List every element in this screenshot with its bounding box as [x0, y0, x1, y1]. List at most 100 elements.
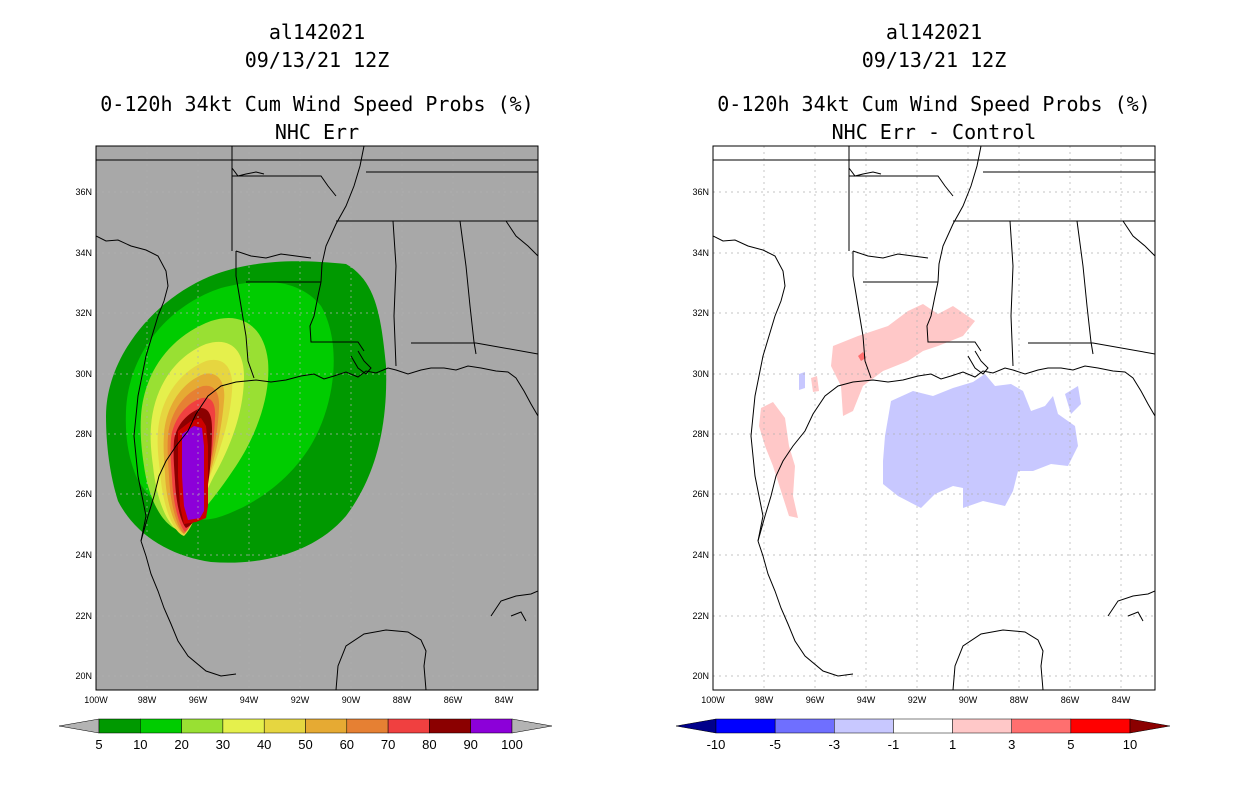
left-lon-label: 88W [393, 695, 412, 705]
left-lon-label: 100W [84, 695, 108, 705]
left-lon-label: 90W [342, 695, 361, 705]
right-colorbar-label: -5 [769, 737, 781, 752]
left-colorbar-label: 50 [298, 737, 312, 752]
left-lat-label: 32N [75, 308, 92, 318]
left-lat-label: 36N [75, 187, 92, 197]
right-lat-label: 26N [692, 489, 709, 499]
left-lat-label: 34N [75, 248, 92, 258]
right-datetime: 09/13/21 12Z [861, 48, 1007, 72]
left-lat-label: 24N [75, 550, 92, 560]
right-colorbar-swatch [774, 718, 835, 734]
left-subtitle: NHC Err [274, 120, 360, 144]
left-lat-label: 28N [75, 429, 92, 439]
right-lat-label: 20N [692, 671, 709, 681]
right-colorbar-label: 5 [1067, 737, 1074, 752]
left-lat-label: 26N [75, 489, 92, 499]
diff-negative-east [1065, 386, 1081, 414]
left-colorbar-under [58, 718, 100, 734]
left-colorbar-label: 30 [216, 737, 230, 752]
right-difference-field [713, 146, 1155, 690]
left-colorbar-over [511, 718, 553, 734]
right-lat-label: 30N [692, 369, 709, 379]
left-colorbar-label: 60 [340, 737, 354, 752]
left-colorbar-swatch [98, 718, 141, 734]
left-storm-id: al142021 [268, 20, 366, 44]
left-colorbar-label: 100 [501, 737, 523, 752]
right-colorbar-swatch [1011, 718, 1072, 734]
left-colorbar-label: 5 [95, 737, 102, 752]
left-colorbar-swatch [181, 718, 224, 734]
left-colorbar-swatch [305, 718, 348, 734]
right-colorbar-swatch [952, 718, 1012, 734]
right-colorbar-label: -3 [829, 737, 841, 752]
right-lon-label: 98W [755, 695, 774, 705]
left-lon-label: 92W [291, 695, 310, 705]
right-lon-label: 94W [857, 695, 876, 705]
right-colorbar-over [1129, 718, 1171, 734]
left-colorbar-swatch [346, 718, 389, 734]
left-colorbar-label: 10 [133, 737, 147, 752]
right-colorbar-label: 1 [949, 737, 956, 752]
left-colorbar-swatch [387, 718, 430, 734]
diff-negative-small [799, 372, 805, 390]
left-colorbar-swatch [222, 718, 265, 734]
right-lat-label: 36N [692, 187, 709, 197]
right-lat-label: 24N [692, 550, 709, 560]
right-lon-label: 100W [701, 695, 725, 705]
left-colorbar-label: 90 [463, 737, 477, 752]
right-lat-label: 34N [692, 248, 709, 258]
left-colorbar-swatch [263, 718, 306, 734]
left-lon-label: 98W [138, 695, 157, 705]
right-lat-label: 28N [692, 429, 709, 439]
left-colorbar-swatch [429, 718, 471, 734]
right-colorbar-swatch [834, 718, 894, 734]
right-lat-label: 22N [692, 611, 709, 621]
left-colorbar: 5 10 20 30 40 50 60 70 80 90 100 [58, 718, 553, 752]
right-colorbar: -10 -5 -3 -1 1 3 5 10 [675, 718, 1171, 752]
left-lat-label: 30N [75, 369, 92, 379]
left-colorbar-label: 70 [381, 737, 395, 752]
diff-positive-texas [759, 402, 798, 518]
right-lon-label: 88W [1010, 695, 1029, 705]
left-probability-field [96, 146, 538, 690]
diff-negative-gulf [883, 374, 1078, 508]
diff-positive-louisiana [831, 304, 975, 416]
contour-100 [182, 426, 204, 520]
right-map [712, 145, 1156, 691]
right-colorbar-label: 10 [1123, 737, 1137, 752]
right-subtitle: NHC Err - Control [831, 120, 1037, 144]
left-map-frame [95, 145, 539, 691]
right-product-title: 0-120h 34kt Cum Wind Speed Probs (%) [717, 92, 1151, 116]
right-lon-label: 84W [1112, 695, 1131, 705]
diff-positive-spot [811, 376, 819, 392]
left-lon-label: 94W [240, 695, 259, 705]
right-colorbar-swatch [715, 718, 776, 734]
right-colorbar-label: -10 [707, 737, 726, 752]
left-lat-label: 22N [75, 611, 92, 621]
left-map [95, 145, 539, 691]
right-lon-label: 86W [1061, 695, 1080, 705]
left-lon-label: 96W [189, 695, 208, 705]
right-colorbar-label: 3 [1008, 737, 1015, 752]
left-lat-label: 20N [75, 671, 92, 681]
left-lon-label: 86W [444, 695, 463, 705]
left-datetime: 09/13/21 12Z [244, 48, 390, 72]
right-lon-label: 96W [806, 695, 825, 705]
right-colorbar-swatch [1070, 718, 1131, 734]
left-colorbar-swatch [470, 718, 513, 734]
left-lon-label: 84W [495, 695, 514, 705]
right-colorbar-swatch [893, 718, 953, 734]
right-map-frame [712, 145, 1156, 691]
right-storm-id: al142021 [885, 20, 983, 44]
left-product-title: 0-120h 34kt Cum Wind Speed Probs (%) [100, 92, 534, 116]
right-lat-label: 32N [692, 308, 709, 318]
right-colorbar-label: -1 [888, 737, 900, 752]
right-colorbar-under [675, 718, 717, 734]
left-colorbar-swatch [140, 718, 182, 734]
right-lon-label: 90W [959, 695, 978, 705]
right-lon-label: 92W [908, 695, 927, 705]
left-colorbar-label: 40 [257, 737, 271, 752]
left-colorbar-label: 20 [174, 737, 188, 752]
left-colorbar-label: 80 [422, 737, 436, 752]
